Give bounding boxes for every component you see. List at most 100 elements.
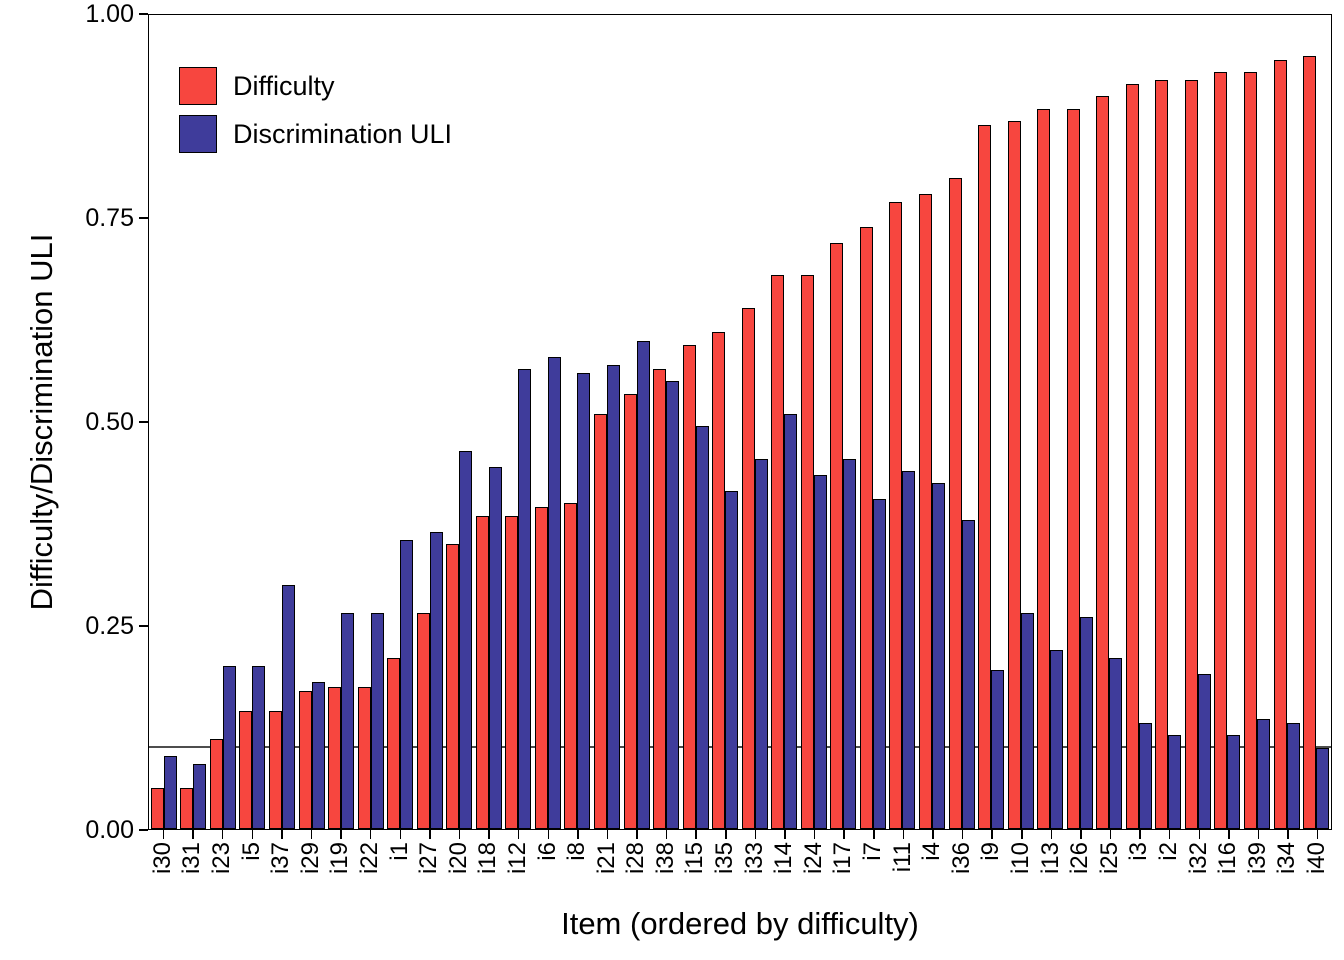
discrimination-bar-i20 (459, 450, 473, 829)
difficulty-bar-i31 (180, 788, 194, 829)
x-tick-mark-i37 (266, 830, 296, 839)
x-tick-mark-i7 (858, 830, 888, 839)
x-label-cell-i2: i2 (1154, 842, 1184, 904)
bar-group-i23 (208, 15, 238, 829)
bar-group-i11 (888, 15, 918, 829)
bar-group-i14 (769, 15, 799, 829)
x-label-cell-i28: i28 (622, 842, 652, 904)
discrimination-bar-i38 (666, 381, 680, 829)
x-tick-mark-i32 (1184, 830, 1214, 839)
difficulty-bar-i4 (918, 194, 932, 829)
bar-group-i5 (238, 15, 268, 829)
x-tick-label-i11: i11 (888, 842, 916, 873)
difficulty-bar-i32 (1184, 80, 1198, 829)
x-label-cell-i12: i12 (503, 842, 533, 904)
x-tick-label-i25: i25 (1095, 842, 1123, 875)
tick-mark (162, 830, 165, 839)
tick-mark (1316, 830, 1319, 839)
x-tick-mark-i5 (237, 830, 267, 839)
difficulty-bar-i17 (830, 242, 844, 829)
bars-container (149, 15, 1331, 829)
y-tick-mark-1.00 (139, 13, 148, 15)
legend-label-difficulty: Difficulty (233, 71, 335, 101)
tick-mark (310, 830, 313, 839)
difficulty-bar-i23 (209, 739, 223, 829)
x-tick-mark-i11 (888, 830, 918, 839)
x-tick-label-i39: i39 (1243, 842, 1271, 875)
bar-group-i33 (740, 15, 770, 829)
difficulty-bar-i28 (623, 393, 637, 829)
bar-group-i31 (179, 15, 209, 829)
x-tick-label-i5: i5 (237, 842, 265, 861)
discrimination-bar-i29 (311, 682, 325, 829)
x-label-cell-i33: i33 (740, 842, 770, 904)
bar-group-i4 (917, 15, 947, 829)
difficulty-bar-i2 (1155, 80, 1169, 829)
legend-swatch-difficulty (179, 67, 217, 105)
tick-mark (902, 830, 905, 839)
discrimination-bar-i35 (725, 491, 739, 829)
x-tick-label-i34: i34 (1273, 842, 1301, 875)
tick-mark (429, 830, 431, 839)
x-tick-mark-i13 (1036, 830, 1066, 839)
discrimination-bar-i37 (281, 584, 295, 829)
difficulty-bar-i26 (1066, 108, 1080, 829)
x-tick-mark-i16 (1213, 830, 1243, 839)
discrimination-bar-i13 (1050, 649, 1064, 829)
difficulty-bar-i20 (446, 544, 460, 829)
tick-mark (873, 830, 875, 839)
bar-group-i20 (444, 15, 474, 829)
x-tick-label-i4: i4 (918, 842, 946, 861)
x-tick-label-i6: i6 (533, 842, 561, 861)
discrimination-bar-i26 (1079, 617, 1093, 829)
x-tick-label-i33: i33 (740, 842, 768, 875)
x-tick-label-i9: i9 (977, 842, 1005, 861)
x-label-cell-i35: i35 (710, 842, 740, 904)
difficulty-bar-i35 (712, 332, 726, 829)
y-tick-label-0.25: 0.25 (85, 612, 134, 640)
x-tick-label-i27: i27 (415, 842, 443, 875)
x-tick-mark-i38 (651, 830, 681, 839)
difficulty-bar-i24 (800, 275, 814, 829)
bar-group-i25 (1095, 15, 1125, 829)
difficulty-bar-i15 (682, 344, 696, 829)
difficulty-bar-i12 (505, 515, 519, 829)
bar-group-i40 (1301, 15, 1331, 829)
x-tick-label-i30: i30 (148, 842, 176, 875)
x-tick-mark-i33 (740, 830, 770, 839)
x-label-cell-i20: i20 (444, 842, 474, 904)
x-tick-mark-i26 (1065, 830, 1095, 839)
bar-group-i28 (622, 15, 652, 829)
x-label-cell-i32: i32 (1184, 842, 1214, 904)
difficulty-bar-i14 (771, 275, 785, 829)
x-axis-title: Item (ordered by difficulty) (561, 906, 919, 941)
difficulty-bar-i27 (416, 613, 430, 829)
difficulty-bar-i36 (948, 177, 962, 829)
x-label-cell-i13: i13 (1036, 842, 1066, 904)
x-label-cell-i22: i22 (355, 842, 385, 904)
tick-mark (1287, 830, 1289, 839)
x-label-cell-i21: i21 (592, 842, 622, 904)
tick-mark (1228, 830, 1230, 839)
x-tick-mark-i30 (148, 830, 178, 839)
x-label-row: i30 i31 i23 i5 i37 i29 i19 i22 i1 i27 i20 i18 i12 i6 i… (148, 842, 1332, 904)
discrimination-bar-i14 (784, 413, 798, 829)
x-tick-mark-i20 (444, 830, 474, 839)
tick-mark (281, 830, 283, 839)
difficulty-bar-i22 (357, 686, 371, 829)
bar-group-i6 (533, 15, 563, 829)
discrimination-bar-i2 (1168, 735, 1182, 829)
x-label-cell-i31: i31 (178, 842, 208, 904)
x-tick-label-i17: i17 (829, 842, 857, 875)
difficulty-bar-i21 (593, 413, 607, 829)
x-label-cell-i37: i37 (266, 842, 296, 904)
x-tick-mark-i23 (207, 830, 237, 839)
tick-mark (547, 830, 550, 839)
x-tick-mark-i6 (533, 830, 563, 839)
discrimination-bar-i19 (341, 613, 355, 829)
x-tick-label-i37: i37 (267, 842, 295, 875)
difficulty-bar-i18 (475, 515, 489, 829)
difficulty-bar-i6 (534, 507, 548, 829)
tick-mark (1168, 830, 1171, 839)
tick-mark (665, 830, 668, 839)
